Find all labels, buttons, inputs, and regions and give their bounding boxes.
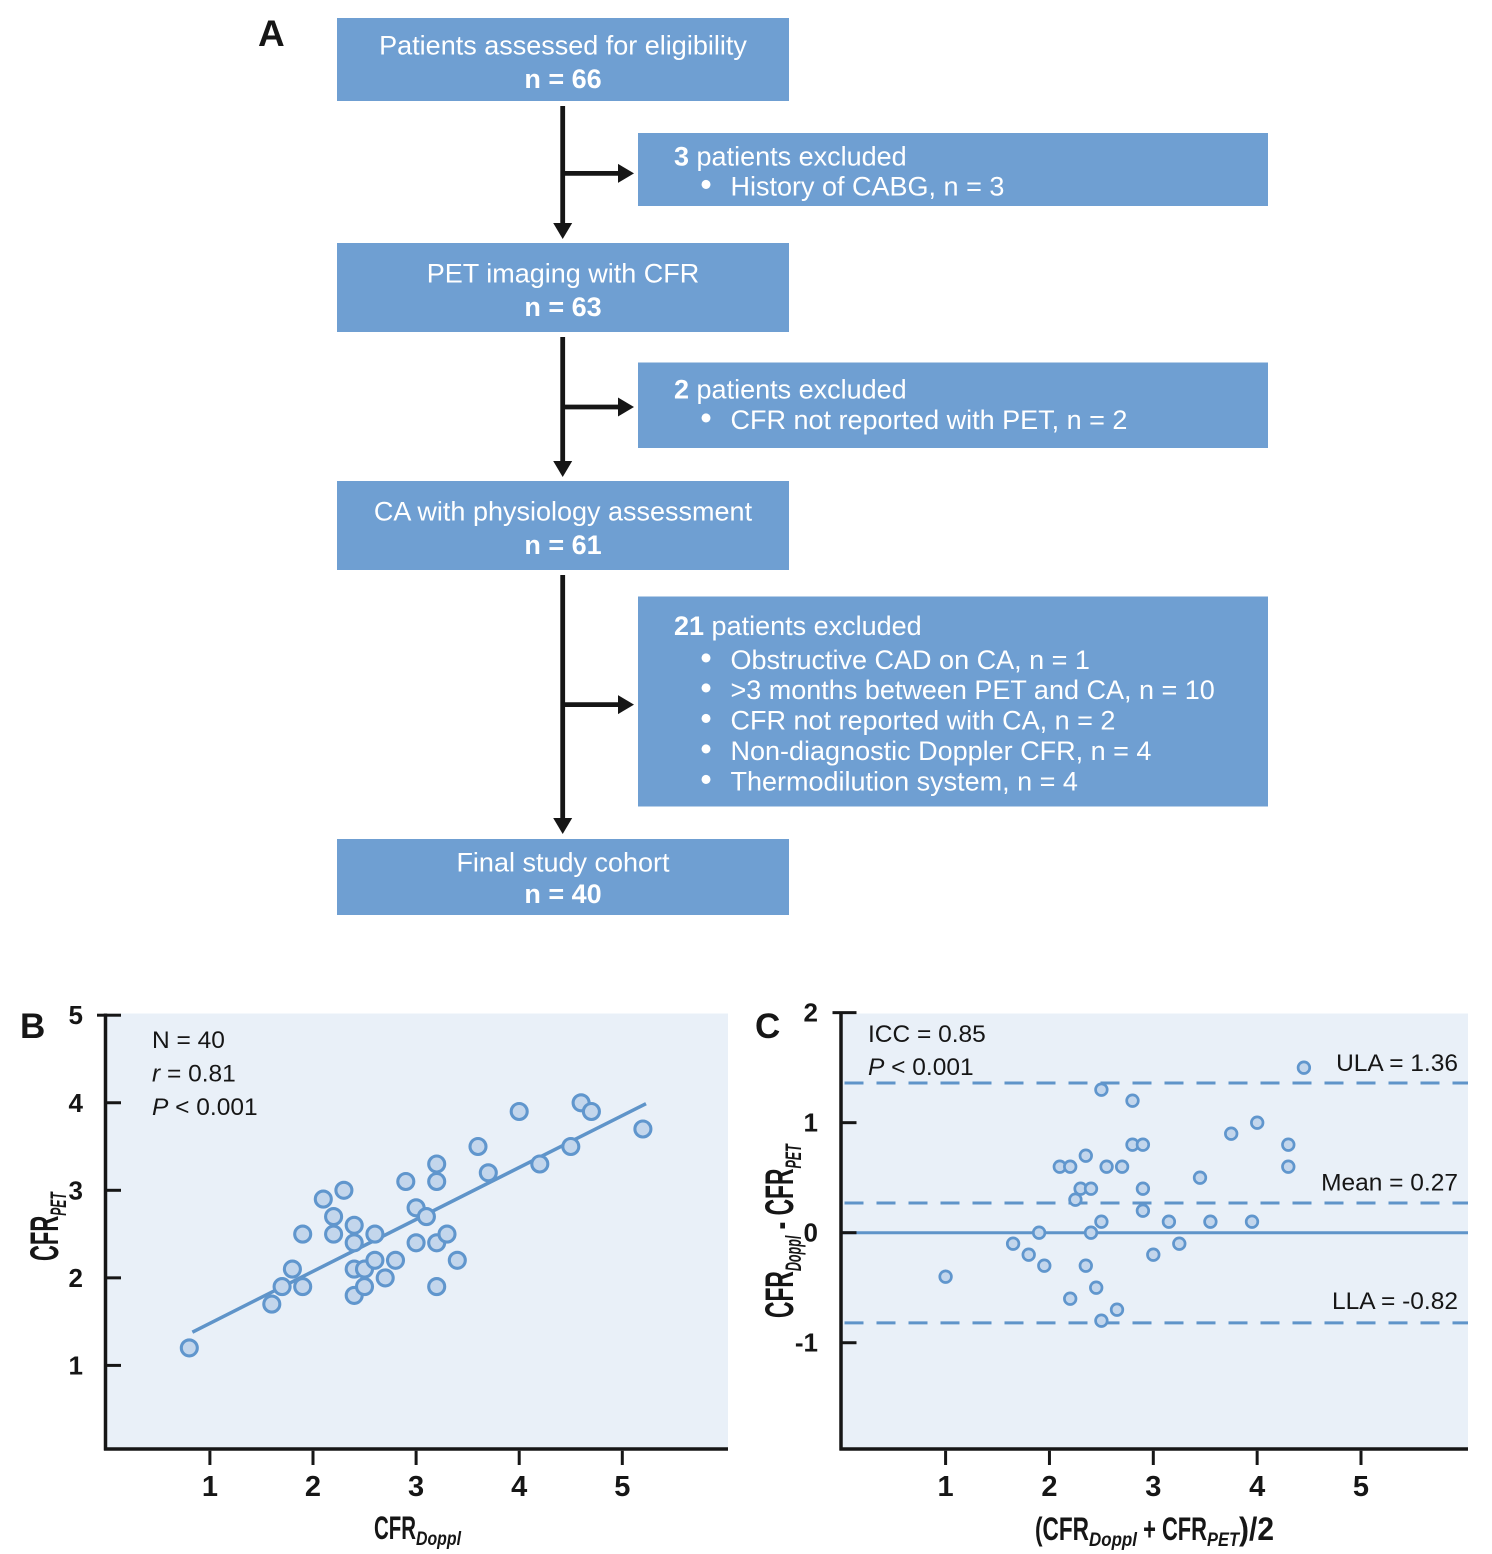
svg-text:•: • — [700, 761, 712, 798]
svg-text:•: • — [700, 730, 712, 767]
svg-text:2 patients excluded: 2 patients excluded — [674, 375, 907, 405]
svg-text:n = 66: n = 66 — [524, 64, 601, 94]
svg-text:2: 2 — [69, 1263, 83, 1293]
svg-text:B: B — [20, 1007, 45, 1046]
svg-text:n = 63: n = 63 — [524, 292, 601, 322]
svg-text:2: 2 — [804, 998, 818, 1028]
svg-text:1: 1 — [804, 1108, 818, 1138]
svg-text:ICC = 0.85: ICC = 0.85 — [868, 1021, 986, 1048]
svg-text:0: 0 — [804, 1218, 818, 1248]
svg-text:Final study cohort: Final study cohort — [456, 848, 670, 878]
svg-text:4: 4 — [511, 1471, 527, 1503]
svg-text:History of CABG, n = 3: History of CABG, n = 3 — [731, 172, 1005, 202]
svg-text:r = 0.81: r = 0.81 — [152, 1061, 236, 1088]
svg-text:Mean = 0.27: Mean = 0.27 — [1321, 1170, 1458, 1197]
svg-text:•: • — [700, 669, 712, 706]
svg-text:LLA = -0.82: LLA = -0.82 — [1332, 1288, 1458, 1315]
svg-text:2: 2 — [305, 1471, 321, 1503]
svg-text:3: 3 — [1145, 1471, 1161, 1503]
svg-text:•: • — [700, 399, 712, 436]
svg-text:Thermodilution system, n = 4: Thermodilution system, n = 4 — [731, 767, 1078, 797]
svg-text:CFRPET: CFRPET — [22, 1191, 71, 1261]
svg-text:1: 1 — [938, 1471, 954, 1503]
svg-text:Non-diagnostic Doppler CFR, n: Non-diagnostic Doppler CFR, n = 4 — [731, 736, 1152, 766]
svg-text:3 patients excluded: 3 patients excluded — [674, 142, 907, 172]
svg-text:CA with physiology assessment: CA with physiology assessment — [374, 497, 753, 527]
svg-text:CFRDoppl: CFRDoppl — [374, 1510, 462, 1550]
svg-text:3: 3 — [408, 1471, 424, 1503]
svg-text:n = 61: n = 61 — [524, 530, 601, 560]
svg-text:A: A — [258, 13, 285, 54]
svg-text:•: • — [700, 700, 712, 737]
svg-text:-1: -1 — [795, 1328, 818, 1358]
svg-text:5: 5 — [614, 1471, 630, 1503]
svg-text:ULA = 1.36: ULA = 1.36 — [1336, 1050, 1458, 1077]
svg-text:N = 40: N = 40 — [152, 1027, 225, 1054]
svg-text:CFR not reported with CA, n =: CFR not reported with CA, n = 2 — [731, 706, 1116, 736]
svg-text:•: • — [700, 639, 712, 676]
svg-text:PET imaging with CFR: PET imaging with CFR — [427, 259, 700, 289]
svg-text:Patients assessed for eligibil: Patients assessed for eligibility — [379, 31, 747, 61]
svg-text:(CFRDoppl + CFRPET)/2: (CFRDoppl + CFRPET)/2 — [1035, 1511, 1274, 1551]
svg-text:n = 40: n = 40 — [524, 879, 601, 909]
svg-text:5: 5 — [69, 1000, 83, 1030]
svg-text:5: 5 — [1353, 1471, 1369, 1503]
svg-text:2: 2 — [1041, 1471, 1057, 1503]
svg-text:CFR not reported with PET, n =: CFR not reported with PET, n = 2 — [731, 405, 1128, 435]
svg-text:3: 3 — [69, 1175, 83, 1205]
svg-text:P < 0.001: P < 0.001 — [868, 1054, 974, 1081]
svg-text:1: 1 — [202, 1471, 218, 1503]
svg-text:4: 4 — [69, 1088, 84, 1118]
svg-text:P < 0.001: P < 0.001 — [152, 1094, 258, 1121]
svg-text:CFRDoppl - CFRPET: CFRDoppl - CFRPET — [757, 1143, 806, 1318]
svg-text:4: 4 — [1249, 1471, 1265, 1503]
svg-text:Obstructive CAD on CA, n = 1: Obstructive CAD on CA, n = 1 — [731, 645, 1090, 675]
svg-text:•: • — [700, 166, 712, 203]
svg-text:21 patients excluded: 21 patients excluded — [674, 611, 922, 641]
svg-text:1: 1 — [69, 1350, 83, 1380]
svg-text:>3 months between PET and CA,: >3 months between PET and CA, n = 10 — [731, 675, 1215, 705]
svg-text:C: C — [755, 1007, 780, 1046]
